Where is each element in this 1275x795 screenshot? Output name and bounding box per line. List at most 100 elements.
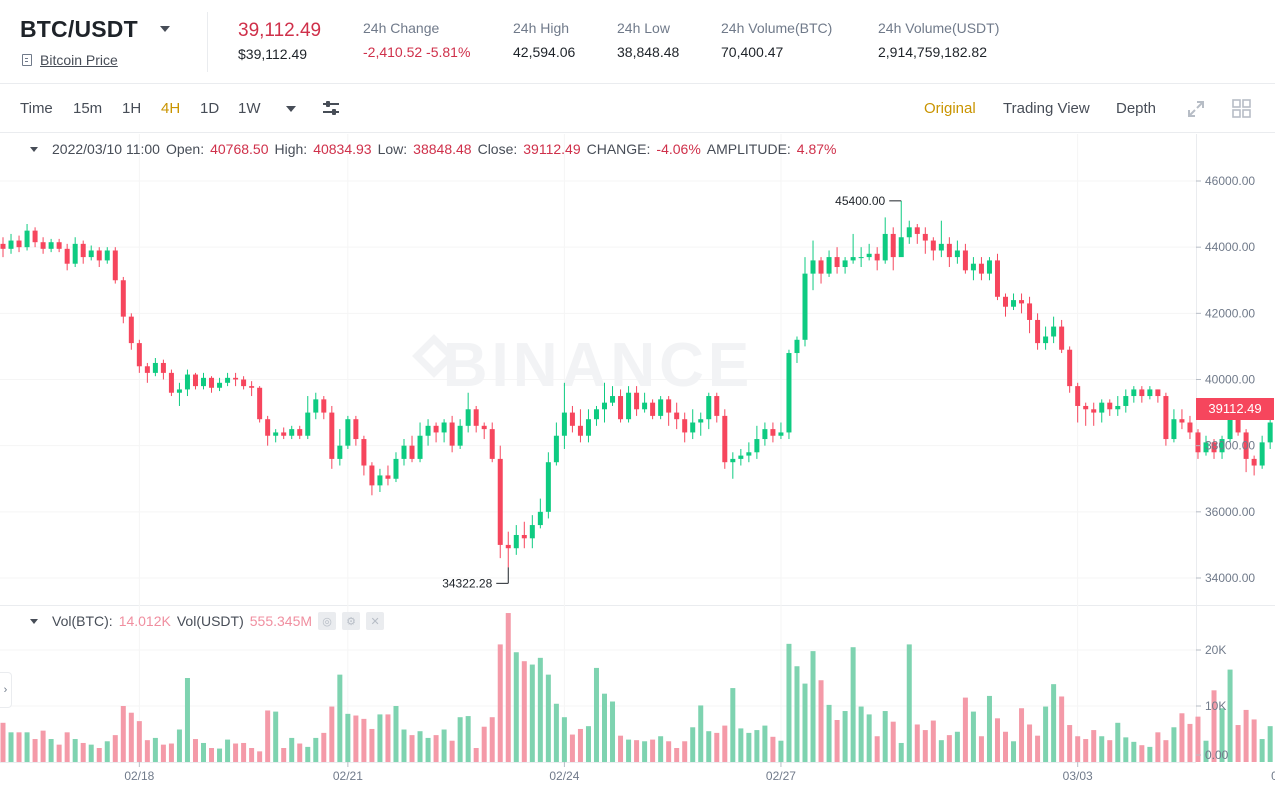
candle-body xyxy=(481,425,487,430)
candle-body xyxy=(706,396,712,420)
volume-bar xyxy=(1107,740,1113,762)
bitcoin-price-link[interactable]: Bitcoin Price xyxy=(22,52,118,68)
volume-bar xyxy=(658,736,664,762)
candle-body xyxy=(642,402,648,410)
candle-body xyxy=(209,377,215,388)
volume-bar xyxy=(1051,684,1057,762)
settings-sliders-icon[interactable] xyxy=(322,100,340,116)
candle-body xyxy=(1091,409,1097,413)
volume-bar xyxy=(545,674,551,762)
volume-bar xyxy=(112,735,118,762)
ohlc-collapse-chevron-icon[interactable] xyxy=(30,146,38,152)
volume-bar xyxy=(481,726,487,762)
volume-bar xyxy=(192,739,198,762)
volume-bar xyxy=(866,714,872,762)
candle-body xyxy=(201,377,206,387)
volume-bar xyxy=(184,678,190,762)
candle-body xyxy=(449,422,455,446)
candlestick-chart[interactable]: BINANCE 46000.00 44000.00 42000.00 40000.00… xyxy=(0,134,1275,795)
interval-4h[interactable]: 4H xyxy=(161,100,181,117)
volume-close-icon[interactable]: ✕ xyxy=(366,612,385,630)
candle-body xyxy=(593,409,599,420)
candle-body xyxy=(329,412,335,459)
volume-bar xyxy=(906,644,912,762)
pair-dropdown-chevron-icon[interactable] xyxy=(160,26,170,32)
layout-grid-icon[interactable] xyxy=(1232,99,1251,118)
candle-body xyxy=(577,425,583,436)
view-original[interactable]: Original xyxy=(924,100,976,117)
last-price: 39,112.49 xyxy=(238,20,322,41)
volume-bar xyxy=(1083,739,1089,762)
volume-bar xyxy=(818,680,824,762)
volume-bar xyxy=(168,743,174,762)
candle-body xyxy=(505,544,511,549)
candle-body xyxy=(64,248,70,264)
view-trading-view[interactable]: Trading View xyxy=(1003,100,1090,117)
volume-bar xyxy=(746,732,752,762)
volume-bar xyxy=(96,748,102,762)
candle-body xyxy=(184,374,190,390)
volume-bar xyxy=(1027,724,1033,762)
ohlc-open-label: Open: xyxy=(165,141,205,157)
more-intervals-chevron-icon[interactable] xyxy=(286,106,296,112)
volume-bar xyxy=(946,735,952,762)
fullscreen-expand-icon[interactable] xyxy=(1186,99,1206,119)
price-tick-label: 38000.00 xyxy=(1205,439,1255,453)
stat-value: 2,914,759,182.82 xyxy=(878,44,987,60)
volume-settings-gear-icon[interactable]: ⚙ xyxy=(342,612,361,630)
candle-body xyxy=(233,377,239,380)
volume-tick-label: 20K xyxy=(1205,643,1226,657)
volume-bar xyxy=(1059,696,1065,762)
candle-body xyxy=(32,230,38,243)
candle-body xyxy=(1219,439,1225,453)
candle-body xyxy=(569,412,575,426)
candle-body xyxy=(674,412,680,420)
volume-bar xyxy=(1227,669,1233,762)
interval-1h[interactable]: 1H xyxy=(122,100,142,117)
volume-bar xyxy=(176,729,182,762)
volume-bar xyxy=(297,743,303,762)
volume-collapse-chevron-icon[interactable] xyxy=(30,618,38,624)
bitcoin-price-link-label[interactable]: Bitcoin Price xyxy=(40,52,118,68)
interval-1d[interactable]: 1D xyxy=(200,100,220,117)
candle-body xyxy=(1123,396,1129,406)
volume-bar xyxy=(898,742,904,762)
interval-15m[interactable]: 15m xyxy=(73,100,103,117)
candle-body xyxy=(0,243,6,249)
volume-bar xyxy=(385,714,391,762)
candle-body xyxy=(441,422,447,433)
volume-bar xyxy=(970,711,976,762)
ohlc-amplitude-label: AMPLITUDE: xyxy=(706,141,791,157)
volume-visibility-icon[interactable]: ◎ xyxy=(318,612,337,630)
candle-body xyxy=(120,280,126,317)
stat-value: -2,410.52 -5.81% xyxy=(363,44,471,60)
volume-bar xyxy=(152,737,158,762)
volume-bar xyxy=(417,731,423,762)
candle-body xyxy=(826,257,832,274)
candle-body xyxy=(88,250,94,258)
ohlc-change-label: CHANGE: xyxy=(586,141,651,157)
volume-bar xyxy=(72,739,78,762)
candles xyxy=(0,200,1273,568)
candle-body xyxy=(305,412,311,436)
candle-body xyxy=(962,250,968,271)
candle-body xyxy=(1107,402,1113,410)
candle-body xyxy=(1019,300,1025,304)
volume-bar xyxy=(602,693,607,762)
volume-bar xyxy=(930,720,936,762)
candle-body xyxy=(978,263,984,274)
candle-body xyxy=(938,243,944,251)
interval-1w[interactable]: 1W xyxy=(238,100,261,117)
side-panel-chevron-right-icon[interactable]: › xyxy=(0,672,12,708)
pair-title[interactable]: BTC/USDT xyxy=(20,16,138,42)
volume-bar xyxy=(890,721,896,762)
view-depth[interactable]: Depth xyxy=(1116,100,1157,117)
stat-value: 38,848.48 xyxy=(617,44,680,60)
candle-body xyxy=(8,240,14,249)
volume-bar xyxy=(778,740,784,762)
volume-bar xyxy=(1091,730,1097,762)
candle-body xyxy=(786,353,792,433)
interval-time[interactable]: Time xyxy=(20,100,53,117)
volume-bar xyxy=(1155,732,1161,762)
volume-bar xyxy=(537,657,543,762)
